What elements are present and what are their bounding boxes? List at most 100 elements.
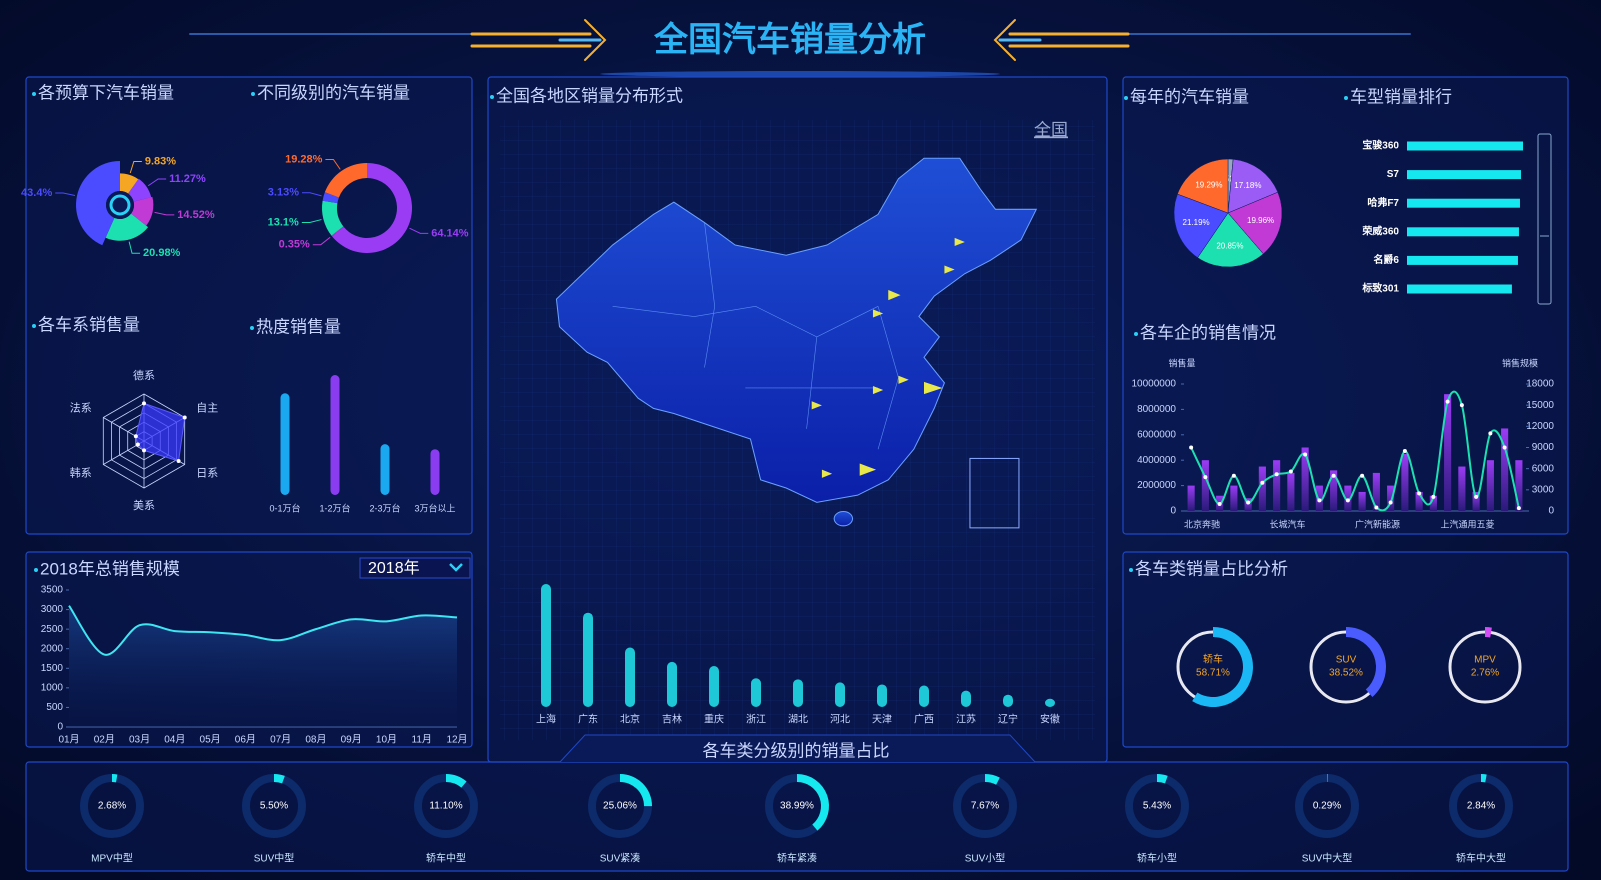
title-bullet <box>251 92 255 96</box>
title-bullet <box>1124 96 1128 100</box>
y2-tick-label: 9000 <box>1532 442 1555 453</box>
gauge-label: SUV小型 <box>965 852 1006 865</box>
gauge-arc <box>1192 627 1253 708</box>
pie-slice <box>128 178 152 202</box>
header-decoration <box>189 19 1411 77</box>
y-tick-label: 标致301 <box>1361 282 1399 295</box>
bar <box>1407 284 1512 294</box>
gauge-label: SUV <box>1336 655 1357 666</box>
x-tick-label: 12月 <box>446 734 467 746</box>
gauge-label: 轿车 <box>1203 653 1223 666</box>
x-tick-label: 05月 <box>200 734 221 746</box>
y-tick-label: 2000 <box>41 643 64 654</box>
leader-line <box>301 192 322 197</box>
map-label[interactable]: 全国 <box>1034 120 1068 139</box>
line <box>68 605 458 656</box>
radar-point <box>135 442 140 447</box>
x-tick-label: 09月 <box>341 734 362 746</box>
y-tick-label: 哈弗F7 <box>1367 196 1399 209</box>
china-map <box>555 157 1038 529</box>
pie-slice <box>130 196 154 226</box>
line-point <box>1231 473 1236 478</box>
gauge-label: 轿车小型 <box>1137 852 1177 865</box>
bar <box>919 685 929 707</box>
panel-title: 全国各地区销量分布形式 <box>496 86 683 105</box>
x-tick-label: 长城汽车 <box>1270 518 1306 529</box>
line-point <box>1303 452 1308 457</box>
page-title: 全国汽车销量分析 <box>653 20 926 59</box>
gauge-value: 38.99% <box>780 801 814 812</box>
x-tick-label: 11月 <box>412 734 432 746</box>
line-point <box>1502 445 1507 450</box>
data-label: 17.18% <box>1234 181 1261 190</box>
y-tick-label: 荣威360 <box>1361 224 1399 237</box>
data-label: 19.28% <box>285 153 323 165</box>
bar <box>709 666 719 707</box>
data-label: 9.83% <box>145 155 176 167</box>
scrollbar <box>1537 133 1552 305</box>
gauge-arc <box>1327 774 1328 783</box>
bar <box>1407 141 1523 151</box>
panel-title: 热度销售量 <box>256 317 341 336</box>
leader-line <box>325 158 341 170</box>
gauge-value: 58.71% <box>1196 668 1230 679</box>
title-bullet <box>250 326 254 330</box>
gauge-value: 11.10% <box>429 801 462 812</box>
selector-arrow[interactable] <box>449 563 463 572</box>
line-point <box>1360 473 1365 478</box>
bar <box>1244 498 1252 511</box>
x-tick-label: 吉林 <box>662 713 682 726</box>
title-tab <box>559 734 1036 763</box>
gauge-value: 25.06% <box>603 801 637 812</box>
bar <box>1045 698 1055 707</box>
line-point <box>1189 445 1194 450</box>
bar <box>1273 460 1281 511</box>
panel-title: 各车类分级别的销量占比 <box>703 741 890 760</box>
panel-title: 不同级别的汽车销量 <box>257 83 410 102</box>
radar-label: 韩系 <box>70 465 92 479</box>
bar <box>330 375 340 495</box>
panel-title: 各车企的销售情况 <box>1140 323 1276 342</box>
gauge-label: SUV中大型 <box>1302 852 1353 865</box>
data-label: 43.4% <box>21 187 52 199</box>
leader-line <box>128 241 141 254</box>
leader-line <box>154 211 175 216</box>
bar <box>1415 491 1423 511</box>
bar <box>1407 170 1521 180</box>
bar <box>430 449 440 495</box>
radar-label: 德系 <box>133 368 155 382</box>
gauge-arc <box>620 774 652 807</box>
pie-ring <box>109 194 131 216</box>
bar <box>1401 453 1409 511</box>
gauge-arc <box>1481 774 1487 783</box>
line-point <box>1431 494 1436 499</box>
y-tick-label: 6000000 <box>1137 429 1176 440</box>
bar <box>280 393 290 495</box>
bar <box>1458 466 1466 511</box>
x-tick-label: 上汽通用五菱 <box>1441 518 1495 529</box>
gauge-arc <box>274 774 285 784</box>
radar-label: 自主 <box>196 401 218 414</box>
panel-title: 2018年总销售规模 <box>40 559 180 578</box>
x-tick-label: 02月 <box>94 734 115 746</box>
data-label: 3.13% <box>268 187 299 199</box>
line-point <box>1388 500 1393 505</box>
bar <box>793 679 803 707</box>
bar <box>1003 694 1013 707</box>
data-label: 64.14% <box>431 227 469 239</box>
bar <box>1407 227 1519 237</box>
radar-point <box>142 448 146 453</box>
pie-slice <box>322 192 339 204</box>
selector-value[interactable]: 2018年 <box>368 559 420 577</box>
y-tick-label: 4000000 <box>1137 455 1176 466</box>
gauge-label: 轿车中型 <box>426 852 466 865</box>
selector-box[interactable] <box>359 557 471 579</box>
x-tick-label: 江苏 <box>956 713 976 726</box>
y-tick-label: S7 <box>1387 169 1400 180</box>
title-bullet <box>490 95 494 99</box>
line-point <box>1516 506 1521 511</box>
line-point <box>1345 498 1350 503</box>
title-bullet <box>34 568 38 572</box>
gauge-arc <box>112 774 118 783</box>
